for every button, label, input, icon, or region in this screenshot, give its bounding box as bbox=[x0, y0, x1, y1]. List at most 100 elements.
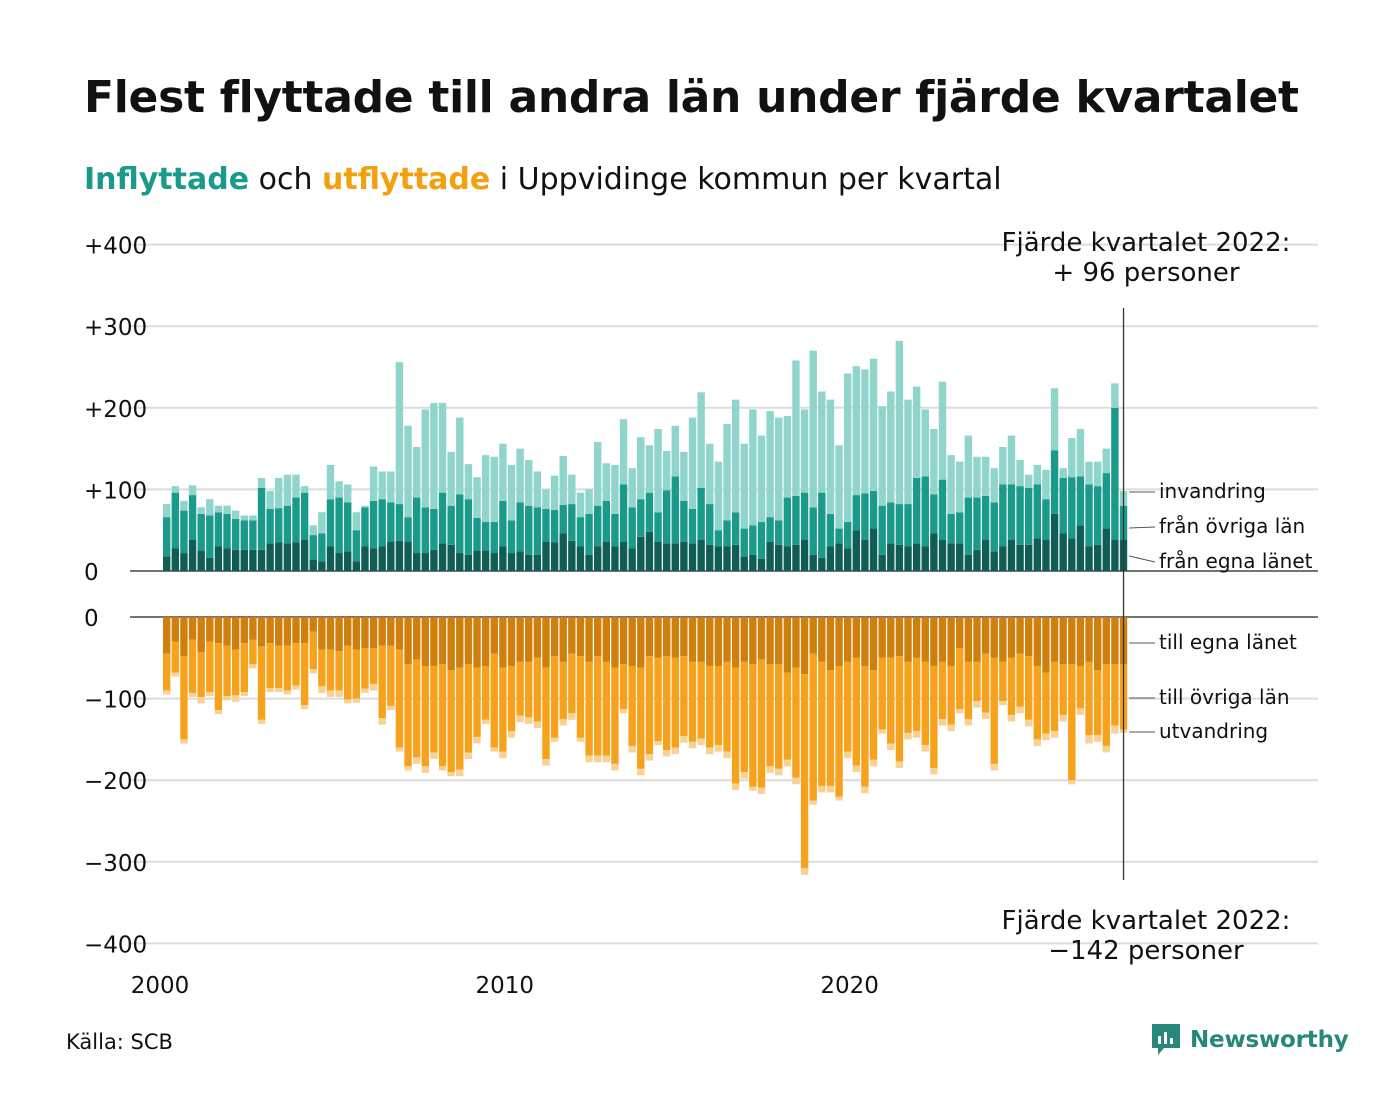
bar-in-0 bbox=[809, 554, 817, 571]
series-label-out: till övriga län bbox=[1159, 685, 1290, 709]
bar-out-2 bbox=[1025, 719, 1033, 727]
bar-out-2 bbox=[525, 717, 533, 724]
bar-in-0 bbox=[542, 541, 550, 571]
bar-out-0 bbox=[688, 617, 697, 662]
bar-in-0 bbox=[369, 548, 378, 571]
bar-out-1 bbox=[800, 674, 809, 869]
bar-out-1 bbox=[266, 643, 274, 688]
annotation-top-line2: + 96 personer bbox=[1052, 258, 1240, 288]
bar-in-1 bbox=[412, 497, 421, 554]
y-tick-label-out: 0 bbox=[84, 606, 99, 632]
bar-out-0 bbox=[447, 617, 455, 671]
bar-in-0 bbox=[731, 544, 740, 571]
bar-in-0 bbox=[1093, 544, 1102, 571]
bar-in-0 bbox=[412, 553, 421, 571]
bar-in-1 bbox=[1016, 486, 1024, 545]
bar-out-1 bbox=[912, 657, 921, 732]
bar-out-2 bbox=[395, 747, 404, 752]
bar-out-1 bbox=[542, 667, 550, 759]
bar-out-2 bbox=[1093, 735, 1102, 742]
bar-in-0 bbox=[1076, 525, 1085, 571]
series-label-in: från övriga län bbox=[1159, 514, 1305, 538]
bar-out-0 bbox=[335, 617, 343, 652]
bar-in-0 bbox=[990, 551, 998, 571]
bar-out-2 bbox=[619, 709, 628, 714]
bar-out-2 bbox=[335, 690, 343, 697]
chart-subtitle: Inflyttade och utflyttade i Uppvidinge k… bbox=[84, 162, 1002, 197]
bar-out-1 bbox=[628, 665, 636, 746]
bar-out-2 bbox=[473, 736, 481, 744]
bar-out-1 bbox=[430, 665, 438, 753]
bar-out-2 bbox=[1068, 780, 1076, 785]
bar-in-0 bbox=[723, 546, 731, 571]
bar-out-0 bbox=[180, 617, 188, 657]
bar-out-0 bbox=[887, 617, 895, 658]
bar-in-2 bbox=[671, 425, 679, 477]
bar-out-0 bbox=[430, 617, 438, 666]
bar-out-0 bbox=[275, 617, 283, 646]
bar-out-1 bbox=[516, 661, 524, 716]
bar-out-1 bbox=[990, 657, 998, 764]
bar-in-0 bbox=[1007, 539, 1016, 571]
bar-out-1 bbox=[697, 661, 705, 739]
y-tick-label-in: +400 bbox=[84, 234, 147, 260]
bar-in-2 bbox=[352, 512, 361, 531]
bar-out-0 bbox=[645, 617, 654, 657]
logo-text: Newsworthy bbox=[1190, 1027, 1349, 1053]
bar-out-2 bbox=[206, 692, 214, 697]
bar-in-0 bbox=[1111, 539, 1119, 571]
bar-in-2 bbox=[869, 358, 878, 492]
bar-in-2 bbox=[766, 411, 774, 518]
bar-in-2 bbox=[1085, 461, 1093, 485]
bar-in-0 bbox=[1016, 544, 1024, 571]
bar-in-0 bbox=[525, 554, 533, 571]
bar-out-0 bbox=[783, 617, 792, 673]
y-tick-label-in: +300 bbox=[84, 315, 147, 341]
bar-out-2 bbox=[1111, 725, 1119, 734]
bar-out-2 bbox=[585, 755, 593, 763]
bar-out-2 bbox=[550, 737, 559, 742]
bar-in-2 bbox=[473, 477, 481, 518]
bar-out-2 bbox=[861, 786, 869, 794]
bar-out-2 bbox=[1033, 739, 1042, 746]
bar-out-2 bbox=[947, 724, 955, 732]
bar-in-1 bbox=[352, 530, 361, 562]
bar-in-0 bbox=[438, 543, 447, 571]
bar-out-1 bbox=[1007, 657, 1016, 715]
bar-out-2 bbox=[507, 731, 516, 738]
bar-in-2 bbox=[335, 481, 343, 498]
bar-out-1 bbox=[637, 667, 645, 769]
bar-in-0 bbox=[180, 553, 188, 571]
bar-in-0 bbox=[163, 556, 171, 571]
bar-out-2 bbox=[481, 719, 490, 724]
bar-out-1 bbox=[369, 648, 378, 684]
bar-in-1 bbox=[843, 522, 852, 549]
bar-out-0 bbox=[568, 617, 576, 654]
y-tick-label-out: −300 bbox=[84, 851, 147, 877]
bar-out-0 bbox=[525, 617, 533, 662]
subtitle-utflyttade: utflyttade bbox=[322, 162, 491, 197]
bar-out-2 bbox=[404, 766, 412, 771]
bar-out-0 bbox=[344, 617, 352, 646]
bar-in-2 bbox=[1025, 474, 1033, 488]
bar-in-2 bbox=[1093, 461, 1102, 487]
bar-in-0 bbox=[240, 549, 248, 571]
bar-out-2 bbox=[214, 710, 223, 715]
bar-out-1 bbox=[981, 653, 990, 713]
bar-out-0 bbox=[533, 617, 542, 658]
bar-in-0 bbox=[533, 554, 542, 571]
bar-out-0 bbox=[930, 617, 938, 666]
bar-in-2 bbox=[525, 460, 533, 506]
bar-out-2 bbox=[792, 777, 800, 785]
bar-out-1 bbox=[231, 649, 240, 696]
bar-in-1 bbox=[283, 505, 292, 544]
bar-out-0 bbox=[628, 617, 636, 666]
bar-in-1 bbox=[568, 504, 576, 541]
bar-out-1 bbox=[706, 665, 714, 748]
bar-out-1 bbox=[206, 641, 214, 693]
bar-out-2 bbox=[318, 686, 326, 693]
bar-in-1 bbox=[430, 508, 438, 550]
bar-in-1 bbox=[594, 505, 602, 547]
bar-in-2 bbox=[361, 505, 369, 508]
bar-in-2 bbox=[757, 435, 766, 523]
